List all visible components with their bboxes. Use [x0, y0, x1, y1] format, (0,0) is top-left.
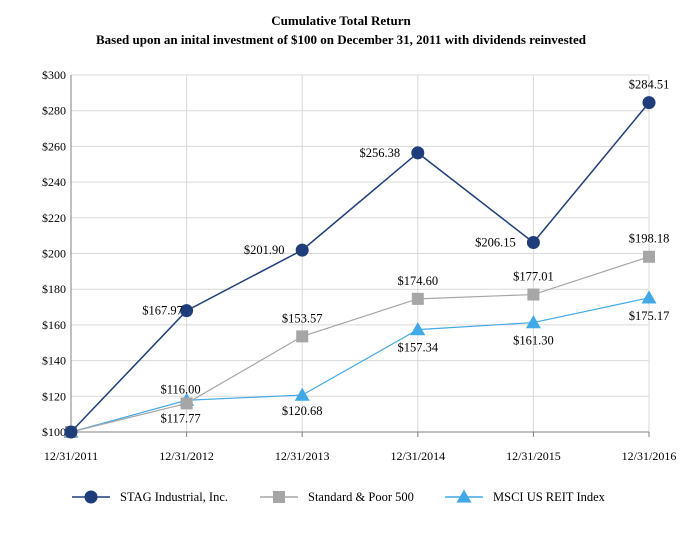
y-tick-label: $180 [42, 282, 66, 296]
y-tick-label: $240 [42, 175, 66, 189]
data-label: $284.51 [629, 78, 670, 92]
data-label: $175.17 [629, 309, 670, 323]
x-tick-label: 12/31/2015 [506, 449, 561, 463]
data-point-circle [295, 243, 309, 257]
axes [70, 75, 650, 437]
y-tick-label: $140 [42, 354, 66, 368]
y-tick-label: $260 [42, 139, 66, 153]
data-point-circle [642, 96, 656, 110]
x-axis-ticks: 12/31/2011 12/31/2012 12/31/2013 12/31/2014… [44, 449, 676, 463]
x-tick-label: 12/31/2011 [44, 449, 98, 463]
data-point-triangle [525, 315, 541, 329]
data-label: $198.18 [629, 232, 670, 246]
gridlines [71, 74, 650, 433]
x-tick-label: 12/31/2014 [390, 449, 445, 463]
chart-subtitle: Based upon an inital investment of $100 … [96, 32, 587, 47]
data-point-circle [526, 236, 540, 250]
legend: STAG Industrial, Inc. Standard & Poor 500… [72, 489, 606, 504]
data-point-square [527, 288, 540, 301]
data-labels: $167.97 $201.90 $256.38 $206.15 $284.51 $116.… [142, 78, 669, 426]
y-tick-label: $300 [42, 68, 66, 82]
x-tick-label: 12/31/2012 [159, 449, 214, 463]
series-layer [63, 96, 657, 439]
y-tick-label: $160 [42, 318, 66, 332]
x-tick-label: 12/31/2016 [622, 449, 677, 463]
y-axis-ticks: $100 $120 $140 $160 $180 $200 $220 $240 $260 $280… [42, 68, 66, 439]
data-point-circle [411, 146, 425, 160]
y-tick-label: $100 [42, 425, 66, 439]
data-label: $206.15 [475, 236, 516, 250]
data-point-triangle [294, 387, 310, 401]
series-line-square [70, 256, 650, 433]
x-tick-label: 12/31/2013 [275, 449, 330, 463]
data-label: $256.38 [359, 146, 400, 160]
data-point-triangle [410, 322, 426, 336]
series-line-circle [70, 102, 650, 433]
data-label: $174.60 [397, 274, 438, 288]
data-label: $116.00 [161, 382, 201, 396]
data-label: $167.97 [142, 304, 183, 318]
legend-label: MSCI US REIT Index [493, 490, 606, 504]
y-tick-label: $280 [42, 104, 66, 118]
y-tick-label: $200 [42, 247, 66, 261]
data-point-circle [180, 304, 194, 318]
y-tick-label: $220 [42, 211, 66, 225]
chart-title: Cumulative Total Return [271, 13, 411, 28]
legend-label: Standard & Poor 500 [308, 490, 414, 504]
data-label: $177.01 [513, 270, 554, 284]
data-label: $201.90 [244, 243, 285, 257]
data-label: $153.57 [282, 311, 323, 325]
legend-marker-circle [84, 490, 98, 504]
data-label: $157.34 [397, 341, 438, 355]
data-point-square [180, 397, 193, 410]
data-point-circle [64, 425, 78, 439]
legend-label: STAG Industrial, Inc. [120, 490, 228, 504]
data-label: $120.68 [282, 404, 323, 418]
data-point-square [296, 330, 309, 343]
data-label: $161.30 [513, 334, 554, 348]
data-label: $117.77 [161, 411, 201, 425]
legend-marker-square [273, 491, 285, 503]
data-point-square [643, 250, 655, 263]
data-point-triangle [641, 290, 657, 304]
series-line-triangle [70, 297, 650, 433]
y-tick-label: $120 [42, 389, 66, 403]
legend-marker-triangle [456, 489, 472, 503]
data-point-square [411, 292, 424, 305]
